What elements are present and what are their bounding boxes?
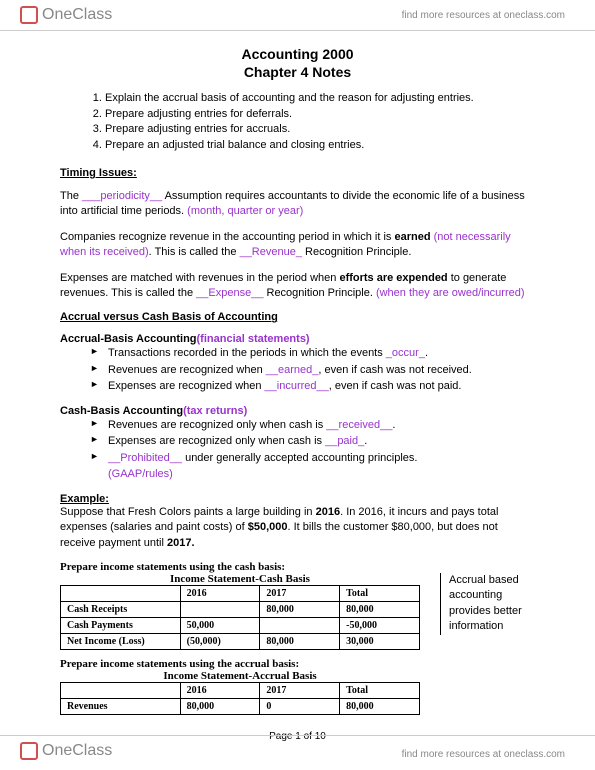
title-line2: Chapter 4 Notes (60, 63, 535, 81)
logo-text-one: One (42, 6, 72, 24)
accrual-vs-cash-heading: Accrual versus Cash Basis of Accounting (60, 311, 535, 323)
footer-link[interactable]: find more resources at oneclass.com (402, 749, 565, 760)
page-header: OneClass find more resources at oneclass… (0, 0, 595, 31)
table-row: Revenues 80,000 0 80,000 (61, 698, 420, 714)
bullet-item: Revenues are recognized only when cash i… (108, 417, 535, 434)
prepare-accrual-basis: Prepare income statements using the accr… (60, 658, 535, 670)
bullet-item: __Prohibited__ under generally accepted … (108, 450, 535, 483)
objectives-list: Explain the accrual basis of accounting … (60, 91, 535, 153)
logo-text-class: Class (72, 6, 112, 24)
page-footer: OneClass find more resources at oneclass… (0, 735, 595, 770)
bullet-item: Expenses are recognized only when cash i… (108, 433, 535, 450)
note-periods: (month, quarter or year) (187, 205, 303, 217)
table-row: Cash Receipts 80,000 80,000 (61, 601, 420, 617)
accrual-basis-heading: Accrual-Basis Accounting(financial state… (60, 333, 535, 345)
objective-item: Prepare adjusting entries for accruals. (105, 122, 535, 137)
timing-para-2: Companies recognize revenue in the accou… (60, 230, 535, 261)
accrual-table-title: Income Statement-Accrual Basis (60, 670, 420, 682)
table-header-row: 2016 2017 Total (61, 682, 420, 698)
objective-item: Explain the accrual basis of accounting … (105, 91, 535, 106)
accrual-basis-table: 2016 2017 Total Revenues 80,000 0 80,000 (60, 682, 420, 715)
title-block: Accounting 2000 Chapter 4 Notes (60, 45, 535, 81)
title-line1: Accounting 2000 (60, 45, 535, 63)
logo-icon (20, 6, 38, 24)
logo-bottom: OneClass (20, 742, 112, 760)
example-block: Example: Suppose that Fresh Colors paint… (60, 493, 535, 551)
fill-expense: __Expense__ (196, 287, 263, 299)
table-row: Net Income (Loss) (50,000) 80,000 30,000 (61, 633, 420, 649)
header-link[interactable]: find more resources at oneclass.com (402, 10, 565, 21)
table-header-row: 2016 2017 Total (61, 585, 420, 601)
cash-basis-heading: Cash-Basis Accounting(tax returns) (60, 405, 535, 417)
accrual-bullets: Transactions recorded in the periods in … (60, 345, 535, 395)
objective-item: Prepare adjusting entries for deferrals. (105, 107, 535, 122)
objective-item: Prepare an adjusted trial balance and cl… (105, 138, 535, 153)
accrual-side-note: Accrual based accounting provides better… (440, 573, 525, 635)
prepare-cash-basis: Prepare income statements using the cash… (60, 561, 535, 573)
example-text: Suppose that Fresh Colors paints a large… (60, 505, 535, 551)
table-row: Cash Payments 50,000 -50,000 (61, 617, 420, 633)
logo-top: OneClass (20, 6, 112, 24)
bullet-item: Expenses are recognized when __incurred_… (108, 378, 535, 395)
logo-text-class: Class (72, 742, 112, 760)
note-owed: (when they are owed/incurred) (376, 287, 525, 299)
example-label: Example: (60, 493, 109, 505)
cash-table-title: Income Statement-Cash Basis (60, 573, 420, 585)
cash-basis-table: 2016 2017 Total Cash Receipts 80,000 80,… (60, 585, 420, 650)
logo-text-one: One (42, 742, 72, 760)
fill-periodicity: ___periodicity__ (82, 190, 162, 202)
cash-table-block: Income Statement-Cash Basis 2016 2017 To… (60, 573, 420, 650)
cash-table-wrap: Income Statement-Cash Basis 2016 2017 To… (60, 573, 535, 650)
timing-para-1: The ___periodicity__ Assumption requires… (60, 189, 535, 220)
fill-revenue: __Revenue_ (240, 246, 302, 258)
timing-para-3: Expenses are matched with revenues in th… (60, 271, 535, 302)
timing-heading: Timing Issues: (60, 167, 535, 179)
logo-icon (20, 742, 38, 760)
main-content: Accounting 2000 Chapter 4 Notes Explain … (0, 31, 595, 715)
bullet-item: Revenues are recognized when __earned_, … (108, 362, 535, 379)
bullet-item: Transactions recorded in the periods in … (108, 345, 535, 362)
cash-bullets: Revenues are recognized only when cash i… (60, 417, 535, 483)
